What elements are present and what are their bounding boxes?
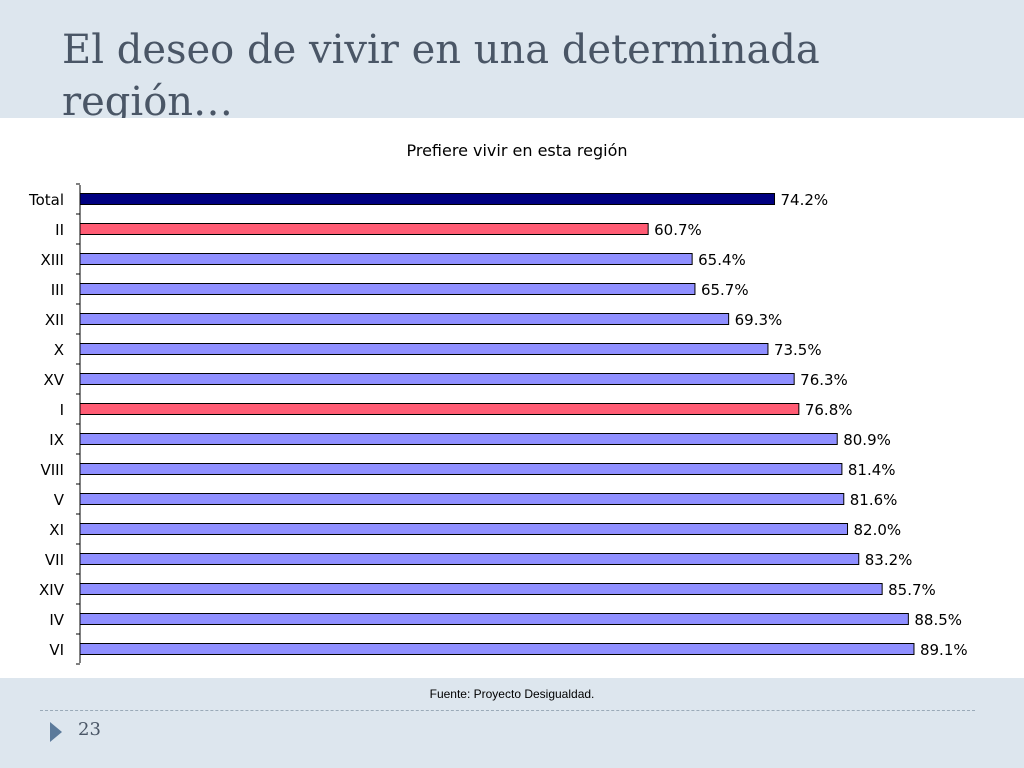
bar-xiii bbox=[79, 253, 693, 265]
category-label: VI bbox=[49, 641, 64, 659]
bar-ix bbox=[79, 433, 838, 445]
category-label: Total bbox=[28, 191, 64, 209]
category-label: VIII bbox=[40, 461, 64, 479]
category-label: III bbox=[51, 281, 64, 299]
value-label: 65.7% bbox=[701, 281, 749, 299]
category-label: XI bbox=[49, 521, 64, 539]
category-label: I bbox=[60, 401, 64, 419]
page-number: 23 bbox=[78, 719, 101, 740]
bar-iv bbox=[79, 613, 909, 625]
value-label: 73.5% bbox=[774, 341, 822, 359]
bar-vi bbox=[79, 643, 915, 655]
bar-x bbox=[79, 343, 769, 355]
value-label: 83.2% bbox=[865, 551, 913, 569]
value-label: 69.3% bbox=[735, 311, 783, 329]
bar-xii bbox=[79, 313, 730, 325]
category-label: X bbox=[54, 341, 64, 359]
category-label: XIV bbox=[39, 581, 65, 599]
category-label: V bbox=[54, 491, 65, 509]
category-label: IV bbox=[49, 611, 64, 629]
triangle-bullet-icon bbox=[50, 722, 62, 742]
bar-xi bbox=[79, 523, 849, 535]
bar-chart: Prefiere vivir en esta región Total 74.2% I… bbox=[28, 141, 968, 665]
bar-xv bbox=[79, 373, 795, 385]
bar-xiv bbox=[79, 583, 883, 595]
chart-panel: Prefiere vivir en esta región Total 74.2% I… bbox=[0, 118, 1024, 678]
category-label: XII bbox=[45, 311, 64, 329]
value-label: 88.5% bbox=[914, 611, 962, 629]
category-label: XIII bbox=[40, 251, 64, 269]
value-label: 65.4% bbox=[698, 251, 746, 269]
bar-viii bbox=[79, 463, 843, 475]
bar-ii bbox=[79, 223, 649, 235]
value-label: 76.8% bbox=[805, 401, 853, 419]
value-label: 76.3% bbox=[800, 371, 848, 389]
value-label: 60.7% bbox=[654, 221, 702, 239]
value-label: 74.2% bbox=[781, 191, 829, 209]
bar-v bbox=[79, 493, 845, 505]
bar-i bbox=[79, 403, 800, 415]
category-label: XV bbox=[43, 371, 64, 389]
source-note: Fuente: Proyecto Desigualdad. bbox=[429, 687, 595, 701]
value-label: 89.1% bbox=[920, 641, 968, 659]
value-label: 82.0% bbox=[854, 521, 902, 539]
category-label: VII bbox=[45, 551, 64, 569]
bar-vii bbox=[79, 553, 860, 565]
value-label: 81.6% bbox=[850, 491, 898, 509]
chart-title: Prefiere vivir en esta región bbox=[406, 141, 627, 160]
category-label: II bbox=[55, 221, 64, 239]
bar-iii bbox=[79, 283, 696, 295]
footer-divider bbox=[40, 710, 975, 711]
bar-total bbox=[79, 193, 776, 205]
value-label: 80.9% bbox=[843, 431, 891, 449]
category-label: IX bbox=[49, 431, 64, 449]
value-label: 85.7% bbox=[888, 581, 936, 599]
slide-title: El deseo de vivir en una determinada reg… bbox=[62, 27, 820, 125]
value-label: 81.4% bbox=[848, 461, 896, 479]
